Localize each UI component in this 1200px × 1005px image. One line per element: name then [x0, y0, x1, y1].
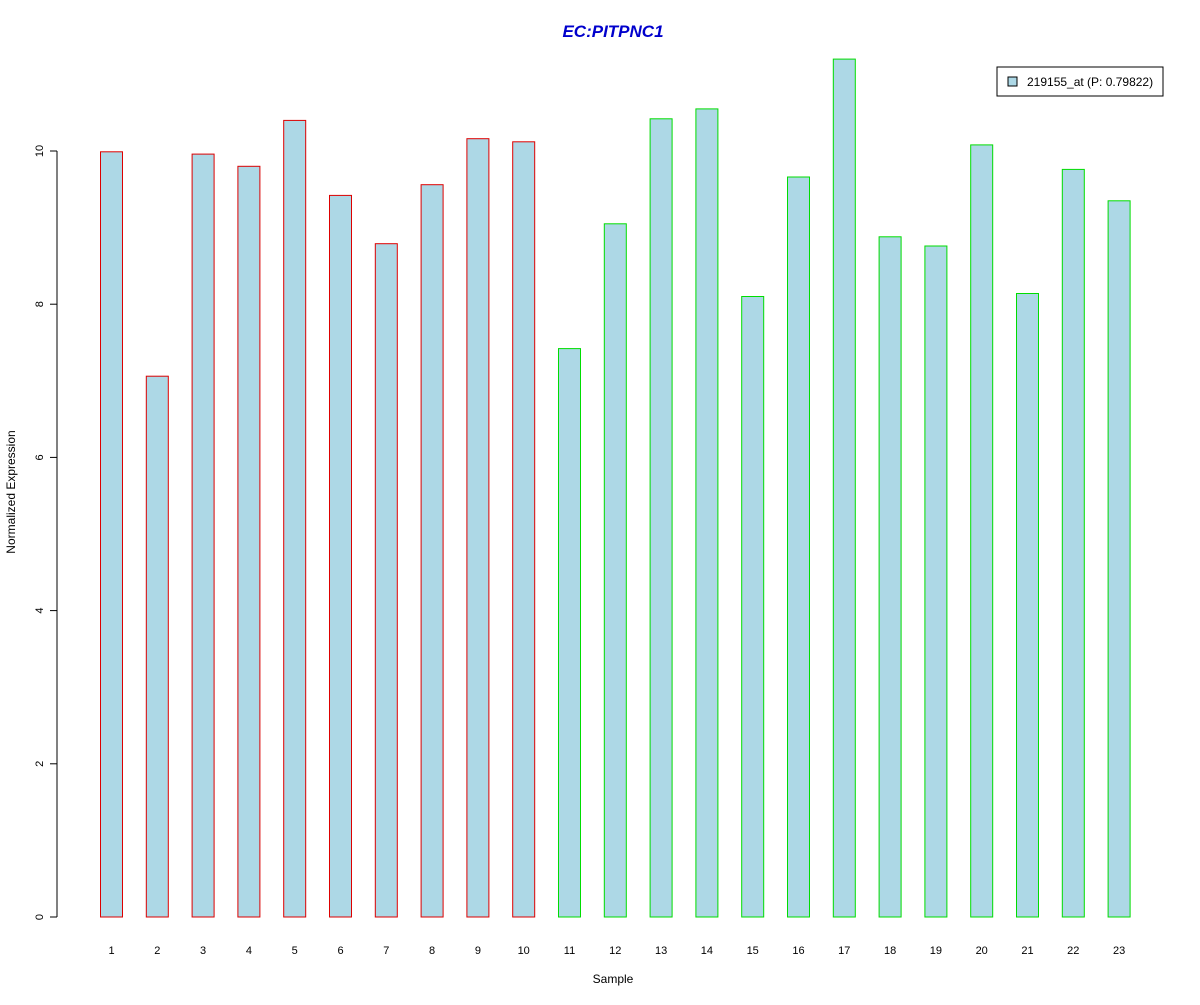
bar-sample-9	[466, 138, 490, 918]
bar-sample-8	[420, 184, 444, 918]
legend-entry-label: 219155_at (P: 0.79822)	[1027, 75, 1153, 89]
x-tick-label: 19	[930, 945, 942, 957]
x-tick-label: 1	[108, 945, 114, 957]
bar-sample-2	[145, 375, 169, 918]
y-tick-label: 8	[34, 301, 46, 307]
x-tick-label: 14	[701, 945, 713, 957]
x-tick-label: 9	[475, 945, 481, 957]
x-axis-ticks: 1 2 3 4 5 6 7 8 9 10 11 12 13 14 15 16 17 18 19 20 21 22 23	[108, 945, 1125, 957]
bar-sample-11	[558, 348, 581, 918]
bar-sample-12	[603, 223, 627, 918]
x-tick-label: 16	[792, 945, 804, 957]
x-tick-label: 4	[246, 945, 252, 957]
x-tick-label: 12	[609, 945, 621, 957]
x-tick-label: 13	[655, 945, 667, 957]
bar-sample-10	[512, 141, 536, 918]
y-axis-label: Normalized Expression	[4, 430, 18, 553]
bars	[100, 58, 1131, 918]
bar-sample-5	[283, 119, 307, 918]
bar-sample-23	[1107, 200, 1131, 918]
bar-sample-6	[329, 194, 352, 918]
y-tick-label: 6	[34, 454, 46, 460]
y-tick-label: 0	[34, 914, 46, 920]
x-tick-label: 2	[154, 945, 160, 957]
x-tick-label: 18	[884, 945, 896, 957]
bar-sample-3	[191, 153, 215, 918]
bar-sample-18	[878, 236, 902, 918]
x-tick-label: 20	[976, 945, 988, 957]
y-axis: 0 2 4 6 8 10	[34, 145, 58, 920]
x-axis-label: Sample	[593, 972, 634, 986]
bar-sample-1	[100, 151, 123, 918]
x-tick-label: 22	[1067, 945, 1079, 957]
y-tick-label: 10	[34, 145, 46, 157]
bar-sample-15	[741, 296, 765, 918]
legend: 219155_at (P: 0.79822)	[996, 66, 1164, 97]
x-tick-label: 6	[337, 945, 343, 957]
y-tick-label: 4	[34, 608, 46, 614]
chart-title: EC:PITPNC1	[562, 22, 663, 41]
bar-sample-16	[787, 176, 810, 918]
x-tick-label: 11	[564, 945, 575, 957]
legend-swatch	[1007, 76, 1018, 87]
legend-box	[996, 66, 1164, 97]
x-tick-label: 23	[1113, 945, 1125, 957]
bar-sample-22	[1061, 168, 1085, 918]
bar-sample-7	[374, 243, 398, 918]
x-tick-label: 5	[292, 945, 298, 957]
x-tick-label: 8	[429, 945, 435, 957]
x-tick-label: 15	[747, 945, 759, 957]
bar-sample-19	[924, 245, 948, 918]
x-tick-label: 10	[518, 945, 530, 957]
bar-sample-20	[970, 144, 994, 918]
bar-sample-13	[649, 118, 673, 918]
bar-sample-4	[237, 165, 261, 918]
bar-sample-21	[1016, 293, 1039, 918]
x-tick-label: 3	[200, 945, 206, 957]
x-tick-label: 17	[838, 945, 850, 957]
x-tick-label: 7	[383, 945, 389, 957]
y-tick-label: 2	[34, 761, 46, 767]
bar-sample-14	[695, 108, 719, 918]
x-tick-label: 21	[1021, 945, 1033, 957]
bar-sample-17	[832, 58, 856, 918]
